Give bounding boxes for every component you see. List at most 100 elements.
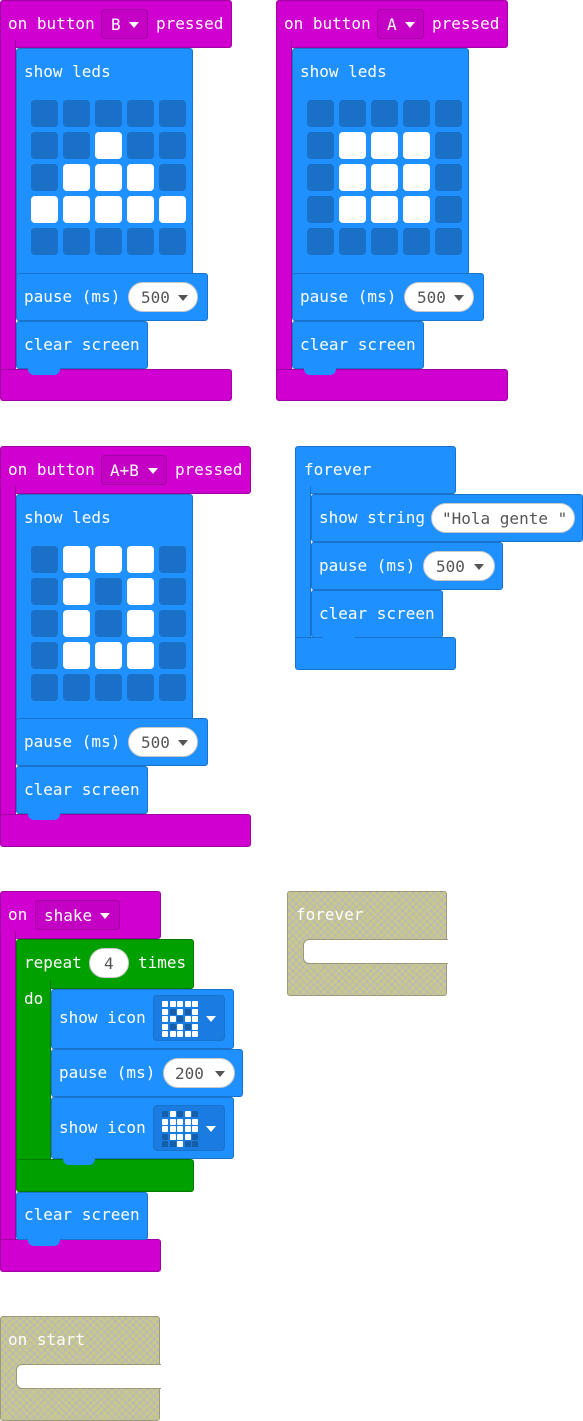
led-cell[interactable]	[95, 100, 122, 127]
led-cell[interactable]	[159, 546, 186, 573]
forever-header[interactable]	[295, 446, 456, 494]
led-cell[interactable]	[63, 132, 90, 159]
led-cell[interactable]	[31, 164, 58, 191]
led-cell[interactable]	[95, 546, 122, 573]
led-cell[interactable]	[307, 196, 334, 223]
led-cell[interactable]	[31, 546, 58, 573]
clear-screen-block[interactable]	[16, 1192, 148, 1240]
led-cell[interactable]	[95, 132, 122, 159]
led-cell[interactable]	[95, 610, 122, 637]
button-dropdown[interactable]: A+B	[101, 455, 167, 485]
led-cell[interactable]	[159, 132, 186, 159]
led-cell[interactable]	[159, 610, 186, 637]
led-cell[interactable]	[63, 546, 90, 573]
pause-value-dropdown[interactable]: 500	[128, 282, 198, 312]
led-cell[interactable]	[339, 196, 366, 223]
led-cell[interactable]	[159, 674, 186, 701]
led-cell[interactable]	[31, 132, 58, 159]
gesture-dropdown[interactable]: shake	[35, 900, 120, 930]
led-grid[interactable]	[31, 100, 186, 255]
led-cell[interactable]	[371, 196, 398, 223]
led-cell[interactable]	[127, 642, 154, 669]
led-cell[interactable]	[127, 196, 154, 223]
clear-screen-block[interactable]	[292, 321, 424, 369]
led-cell[interactable]	[307, 164, 334, 191]
led-cell[interactable]	[159, 578, 186, 605]
led-cell[interactable]	[127, 164, 154, 191]
pause-value: 200	[175, 1064, 204, 1083]
led-cell[interactable]	[403, 196, 430, 223]
led-cell[interactable]	[127, 610, 154, 637]
led-cell[interactable]	[127, 674, 154, 701]
clear-screen-block[interactable]	[16, 321, 148, 369]
pause-value-dropdown[interactable]: 500	[404, 282, 474, 312]
pause-value-dropdown[interactable]: 500	[423, 551, 495, 581]
led-cell[interactable]	[31, 642, 58, 669]
led-cell[interactable]	[63, 196, 90, 223]
button-dropdown[interactable]: B	[101, 9, 148, 39]
repeat-count-input[interactable]: 4	[89, 948, 129, 978]
led-cell[interactable]	[307, 100, 334, 127]
led-cell[interactable]	[403, 100, 430, 127]
led-cell[interactable]	[31, 674, 58, 701]
led-cell[interactable]	[371, 164, 398, 191]
led-cell[interactable]	[31, 228, 58, 255]
led-cell[interactable]	[435, 228, 462, 255]
led-cell[interactable]	[63, 642, 90, 669]
led-cell[interactable]	[339, 164, 366, 191]
led-cell[interactable]	[435, 132, 462, 159]
led-cell[interactable]	[339, 100, 366, 127]
led-cell[interactable]	[127, 228, 154, 255]
led-cell[interactable]	[63, 610, 90, 637]
led-cell[interactable]	[403, 164, 430, 191]
clear-screen-block[interactable]	[311, 590, 443, 638]
clear-screen-block[interactable]	[16, 766, 148, 814]
event-header[interactable]	[276, 0, 508, 48]
led-cell[interactable]	[63, 100, 90, 127]
led-cell[interactable]	[31, 196, 58, 223]
led-cell[interactable]	[159, 196, 186, 223]
led-cell[interactable]	[63, 578, 90, 605]
led-cell[interactable]	[159, 228, 186, 255]
icon-dropdown[interactable]	[153, 1105, 225, 1151]
led-cell[interactable]	[63, 164, 90, 191]
led-cell[interactable]	[127, 578, 154, 605]
led-cell[interactable]	[95, 674, 122, 701]
led-cell[interactable]	[95, 578, 122, 605]
pause-value-dropdown[interactable]: 200	[163, 1058, 235, 1088]
led-cell[interactable]	[95, 228, 122, 255]
led-cell[interactable]	[159, 642, 186, 669]
led-cell[interactable]	[435, 164, 462, 191]
icon-dropdown[interactable]	[153, 995, 225, 1041]
led-cell[interactable]	[31, 610, 58, 637]
led-cell[interactable]	[435, 100, 462, 127]
led-cell[interactable]	[31, 100, 58, 127]
led-cell[interactable]	[435, 196, 462, 223]
led-cell[interactable]	[371, 100, 398, 127]
button-dropdown[interactable]: A	[377, 9, 424, 39]
event-header[interactable]	[0, 891, 161, 939]
led-cell[interactable]	[339, 132, 366, 159]
led-cell[interactable]	[339, 228, 366, 255]
led-cell[interactable]	[403, 132, 430, 159]
led-cell[interactable]	[127, 100, 154, 127]
led-cell[interactable]	[307, 228, 334, 255]
led-cell[interactable]	[159, 100, 186, 127]
led-cell[interactable]	[63, 228, 90, 255]
pause-value-dropdown[interactable]: 500	[128, 727, 198, 757]
led-grid[interactable]	[307, 100, 462, 255]
led-cell[interactable]	[371, 132, 398, 159]
led-cell[interactable]	[127, 132, 154, 159]
led-cell[interactable]	[403, 228, 430, 255]
led-cell[interactable]	[95, 642, 122, 669]
led-cell[interactable]	[95, 196, 122, 223]
led-cell[interactable]	[63, 674, 90, 701]
led-cell[interactable]	[127, 546, 154, 573]
led-grid[interactable]	[31, 546, 186, 701]
led-cell[interactable]	[31, 578, 58, 605]
led-cell[interactable]	[307, 132, 334, 159]
string-input[interactable]: "Hola gente "	[431, 503, 575, 533]
led-cell[interactable]	[371, 228, 398, 255]
led-cell[interactable]	[95, 164, 122, 191]
led-cell[interactable]	[159, 164, 186, 191]
